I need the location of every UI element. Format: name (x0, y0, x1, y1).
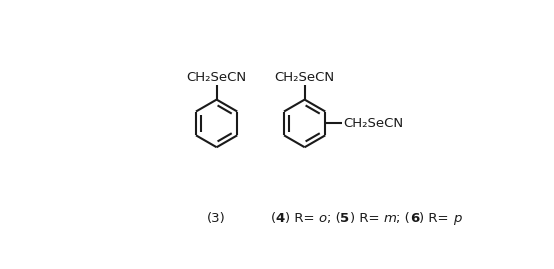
Text: ; (: ; ( (396, 212, 410, 225)
Text: ) R=: ) R= (350, 212, 383, 225)
Text: CH₂SeCN: CH₂SeCN (275, 71, 335, 84)
Text: CH₂SeCN: CH₂SeCN (187, 71, 247, 84)
Text: 5: 5 (341, 212, 350, 225)
Text: o: o (319, 212, 327, 225)
Text: (3): (3) (207, 212, 226, 225)
Text: p: p (453, 212, 461, 225)
Text: ; (: ; ( (327, 212, 341, 225)
Text: (: ( (270, 212, 275, 225)
Text: 6: 6 (410, 212, 419, 225)
Text: ) R=: ) R= (419, 212, 453, 225)
Text: m: m (383, 212, 396, 225)
Text: CH₂SeCN: CH₂SeCN (343, 117, 403, 130)
Text: ) R=: ) R= (285, 212, 319, 225)
Text: 4: 4 (275, 212, 285, 225)
